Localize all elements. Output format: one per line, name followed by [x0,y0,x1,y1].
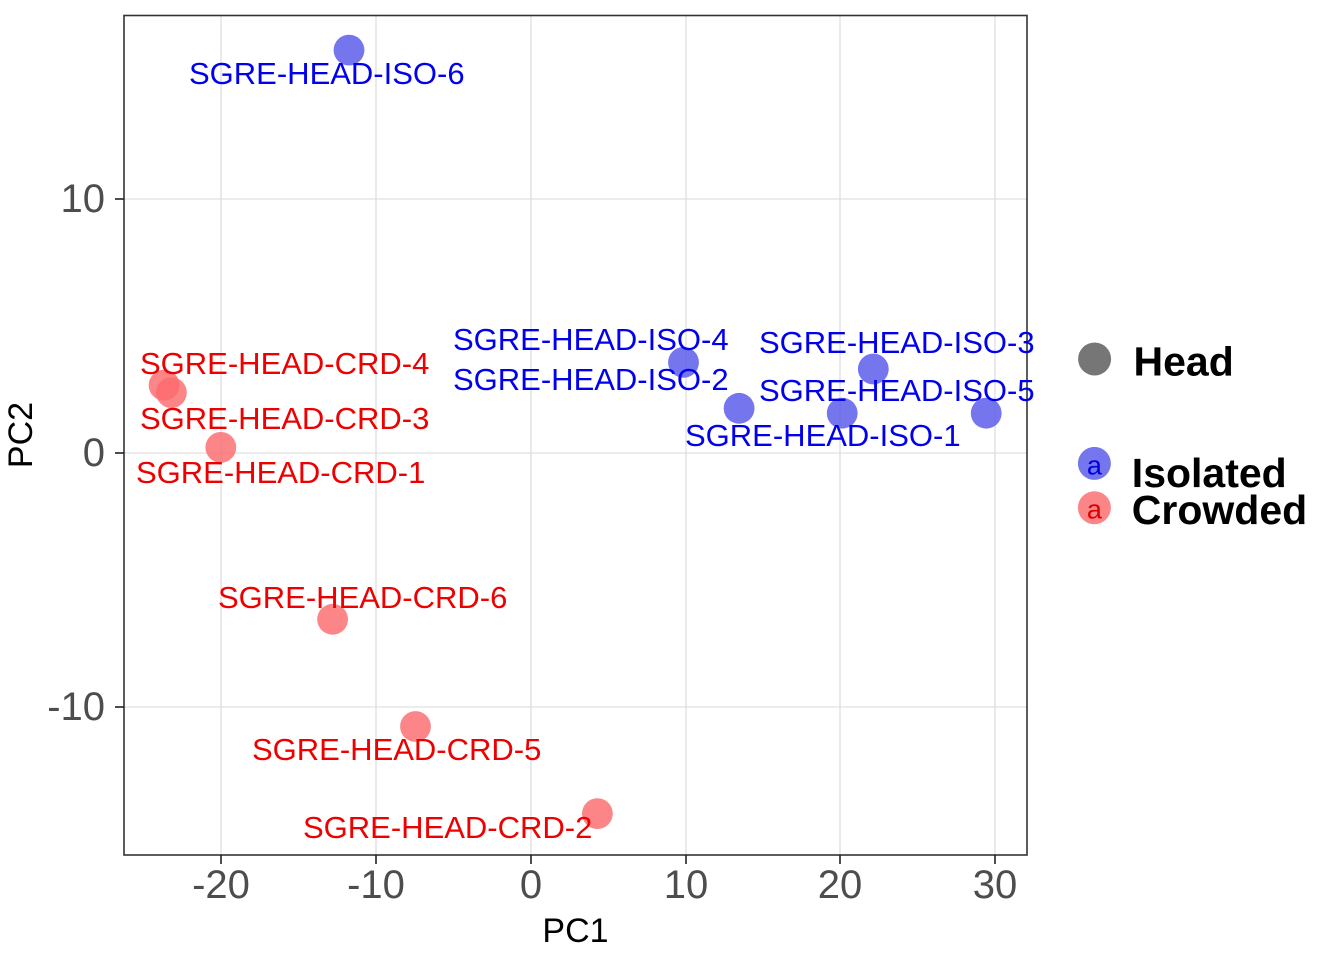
svg-text:SGRE-HEAD-CRD-6: SGRE-HEAD-CRD-6 [218,580,507,615]
svg-text:0: 0 [520,863,542,907]
svg-text:SGRE-HEAD-ISO-2: SGRE-HEAD-ISO-2 [453,362,729,397]
svg-text:SGRE-HEAD-CRD-2: SGRE-HEAD-CRD-2 [303,810,592,845]
svg-text:Head: Head [1134,339,1234,385]
svg-text:a: a [1087,451,1103,481]
svg-text:SGRE-HEAD-CRD-3: SGRE-HEAD-CRD-3 [140,401,429,436]
svg-text:SGRE-HEAD-CRD-4: SGRE-HEAD-CRD-4 [140,346,429,381]
svg-text:10: 10 [664,863,709,907]
svg-text:-10: -10 [347,863,405,907]
svg-text:PC1: PC1 [542,912,608,950]
svg-text:-10: -10 [47,685,105,729]
svg-text:20: 20 [818,863,863,907]
svg-text:SGRE-HEAD-CRD-1: SGRE-HEAD-CRD-1 [136,455,425,490]
svg-text:Crowded: Crowded [1132,487,1307,533]
svg-text:10: 10 [61,177,106,221]
svg-text:SGRE-HEAD-CRD-5: SGRE-HEAD-CRD-5 [252,732,541,767]
svg-text:PC2: PC2 [2,402,40,468]
svg-text:0: 0 [83,431,105,475]
svg-text:SGRE-HEAD-ISO-4: SGRE-HEAD-ISO-4 [453,322,729,357]
svg-text:SGRE-HEAD-ISO-3: SGRE-HEAD-ISO-3 [759,325,1035,360]
svg-text:30: 30 [973,863,1018,907]
svg-text:SGRE-HEAD-ISO-6: SGRE-HEAD-ISO-6 [189,56,465,91]
svg-text:SGRE-HEAD-ISO-5: SGRE-HEAD-ISO-5 [759,373,1035,408]
svg-text:-20: -20 [192,863,250,907]
svg-text:a: a [1087,495,1103,525]
svg-text:SGRE-HEAD-ISO-1: SGRE-HEAD-ISO-1 [685,418,961,453]
